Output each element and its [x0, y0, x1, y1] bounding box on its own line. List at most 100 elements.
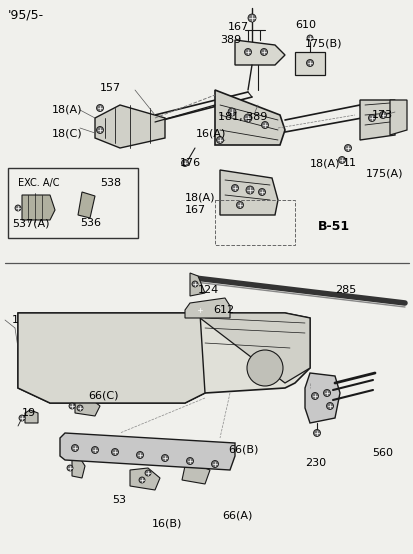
Circle shape	[247, 350, 282, 386]
Text: 167: 167	[185, 205, 206, 215]
Polygon shape	[18, 313, 204, 403]
Text: 612: 612	[212, 305, 234, 315]
Text: '95/5-: '95/5-	[8, 8, 44, 21]
Text: 66(B): 66(B)	[228, 445, 258, 455]
Circle shape	[71, 444, 78, 452]
Text: 560: 560	[371, 448, 392, 458]
Circle shape	[323, 389, 330, 397]
Bar	[33, 330, 69, 356]
Polygon shape	[294, 52, 324, 75]
Text: 124: 124	[197, 285, 219, 295]
Polygon shape	[304, 373, 339, 423]
Text: B-51: B-51	[317, 220, 349, 233]
Polygon shape	[18, 313, 309, 403]
Circle shape	[15, 205, 21, 211]
Circle shape	[214, 305, 221, 311]
Circle shape	[77, 405, 83, 411]
Circle shape	[247, 14, 255, 22]
Polygon shape	[185, 298, 230, 318]
Polygon shape	[190, 273, 204, 296]
Text: 536: 536	[80, 218, 101, 228]
Polygon shape	[359, 100, 394, 140]
Circle shape	[19, 415, 25, 421]
Bar	[8, 168, 138, 238]
Circle shape	[145, 470, 151, 476]
Text: 167: 167	[228, 22, 249, 32]
Text: 157: 157	[100, 83, 121, 93]
Polygon shape	[75, 398, 100, 416]
Circle shape	[96, 105, 103, 111]
Circle shape	[313, 429, 320, 437]
Text: 18(A): 18(A)	[309, 158, 339, 168]
Polygon shape	[389, 100, 406, 135]
Circle shape	[244, 49, 251, 55]
Circle shape	[236, 202, 243, 208]
Circle shape	[111, 449, 118, 455]
Circle shape	[311, 392, 318, 399]
Circle shape	[344, 145, 351, 151]
Bar	[214, 200, 294, 245]
Text: 538: 538	[100, 178, 121, 188]
Polygon shape	[95, 105, 165, 148]
Text: 181, 389: 181, 389	[218, 112, 267, 122]
Circle shape	[96, 126, 103, 134]
Circle shape	[69, 403, 75, 409]
Circle shape	[338, 156, 345, 163]
Text: 66(C): 66(C)	[88, 390, 118, 400]
Text: 1: 1	[12, 315, 19, 325]
Circle shape	[243, 114, 252, 122]
Text: 230: 230	[304, 458, 325, 468]
Text: EXC. A/C: EXC. A/C	[18, 178, 59, 188]
Text: 66(A): 66(A)	[221, 510, 252, 520]
Circle shape	[192, 281, 197, 287]
Text: 389: 389	[219, 35, 241, 45]
Circle shape	[231, 184, 238, 192]
Text: 176: 176	[180, 158, 201, 168]
Circle shape	[306, 35, 312, 41]
Polygon shape	[130, 468, 159, 490]
Text: 285: 285	[334, 285, 356, 295]
Circle shape	[197, 307, 202, 313]
Text: 173: 173	[371, 110, 392, 120]
Polygon shape	[22, 195, 55, 220]
Text: 18(A): 18(A)	[52, 105, 82, 115]
Circle shape	[228, 108, 235, 116]
Circle shape	[211, 460, 218, 468]
Polygon shape	[219, 170, 277, 215]
Text: 610: 610	[294, 20, 315, 30]
Text: 16(A): 16(A)	[195, 128, 226, 138]
Polygon shape	[182, 464, 209, 484]
Text: 53: 53	[112, 495, 126, 505]
Circle shape	[91, 447, 98, 454]
Circle shape	[260, 49, 267, 55]
Bar	[30, 326, 72, 358]
Circle shape	[245, 186, 254, 194]
Text: 175(B): 175(B)	[304, 38, 342, 48]
Text: 16(B): 16(B)	[152, 518, 182, 528]
Polygon shape	[78, 192, 95, 218]
Text: 11: 11	[342, 158, 356, 168]
Circle shape	[216, 136, 223, 143]
Circle shape	[261, 121, 268, 129]
Circle shape	[186, 458, 193, 464]
Circle shape	[67, 465, 73, 471]
Text: 19: 19	[22, 408, 36, 418]
Polygon shape	[65, 323, 130, 368]
Circle shape	[258, 188, 265, 196]
Text: 18(A): 18(A)	[185, 192, 215, 202]
Circle shape	[326, 403, 333, 409]
Text: 175(A): 175(A)	[365, 168, 403, 178]
Polygon shape	[235, 40, 284, 65]
Polygon shape	[72, 458, 85, 478]
Circle shape	[161, 454, 168, 461]
Polygon shape	[214, 90, 284, 145]
Circle shape	[136, 452, 143, 459]
Bar	[147, 336, 192, 385]
Polygon shape	[25, 410, 38, 423]
Text: 537(A): 537(A)	[12, 218, 50, 228]
Circle shape	[306, 59, 313, 66]
Circle shape	[379, 111, 386, 119]
Circle shape	[139, 477, 145, 483]
Text: 18(C): 18(C)	[52, 128, 83, 138]
Polygon shape	[60, 433, 235, 470]
